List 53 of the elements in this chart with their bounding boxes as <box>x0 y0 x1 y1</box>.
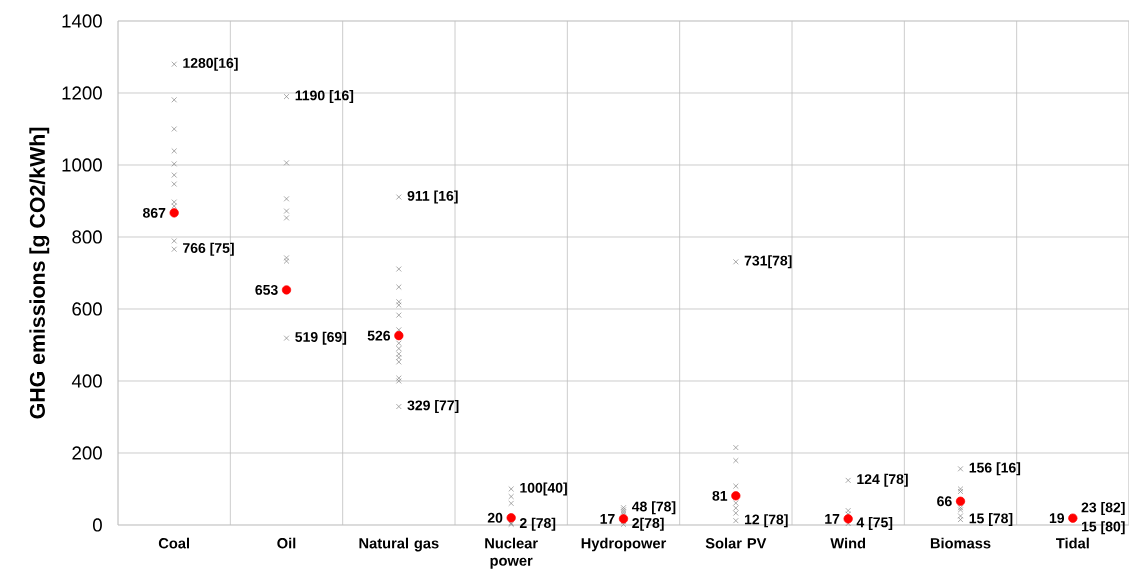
point <box>955 496 966 506</box>
data-label: 23 [82] <box>1081 502 1125 516</box>
y-tick-label: 400 <box>71 374 102 388</box>
data-label: 1190 [16] <box>295 90 354 104</box>
data-label: 124 [78] <box>857 473 908 487</box>
data-label: 766 [75] <box>183 242 234 256</box>
point <box>506 513 516 523</box>
data-label: 1280[16] <box>183 57 238 71</box>
x-tick-label: Natural gas <box>359 537 439 552</box>
point <box>394 331 404 341</box>
data-label: 2[78] <box>632 517 664 531</box>
y-tick-label: 600 <box>72 302 102 316</box>
data-label: 4 [75] <box>856 517 893 531</box>
data-label: 15 [78] <box>969 513 1013 527</box>
point <box>731 491 741 501</box>
data-label: 12 [78] <box>744 514 788 528</box>
data-label: 526 <box>367 330 391 341</box>
x-tick-label: Wind <box>830 537 866 549</box>
y-tick-label: 1400 <box>62 14 102 28</box>
data-label: 867 <box>142 207 166 218</box>
y-tick-label: 0 <box>92 518 102 532</box>
y-axis-title: GHG emissions [g CO2/kWh] <box>29 127 50 419</box>
y-tick-label: 200 <box>72 446 102 460</box>
data-label: 66 <box>937 496 952 507</box>
data-label: 731[78] <box>744 255 792 269</box>
data-label: 653 <box>255 284 278 295</box>
data-label: 17 <box>600 514 615 524</box>
data-label: 329 [77] <box>407 400 459 414</box>
data-label: 2 [78] <box>519 517 556 531</box>
data-label: 17 <box>825 514 840 524</box>
data-label: 519 [69] <box>295 331 347 345</box>
data-label: 911 [16] <box>407 190 458 204</box>
data-label: 156 [16] <box>969 462 1021 476</box>
x-tick-label: Tidal <box>1056 537 1089 549</box>
x-tick-label: Oil <box>277 537 296 549</box>
point <box>618 514 629 524</box>
data-label: 20 <box>487 512 503 523</box>
point <box>843 514 853 524</box>
data-label: 48 [78] <box>631 501 676 515</box>
point <box>169 208 179 218</box>
y-tick-label: 1000 <box>62 158 102 172</box>
x-tick-label: Nuclear power <box>485 537 538 569</box>
x-tick-label: Hydropower <box>581 537 667 552</box>
point <box>281 285 292 295</box>
x-tick-label: Coal <box>158 537 190 549</box>
y-tick-label: 800 <box>72 230 102 244</box>
x-tick-label: Biomass <box>930 537 991 549</box>
y-tick-label: 1200 <box>62 86 102 100</box>
annotation: 15 [80] <box>1081 521 1125 535</box>
x-tick-label: Solar PV <box>705 537 767 549</box>
data-label: 19 <box>1049 513 1065 524</box>
data-label: 100[40] <box>520 482 567 496</box>
data-label: 81 <box>712 490 728 501</box>
